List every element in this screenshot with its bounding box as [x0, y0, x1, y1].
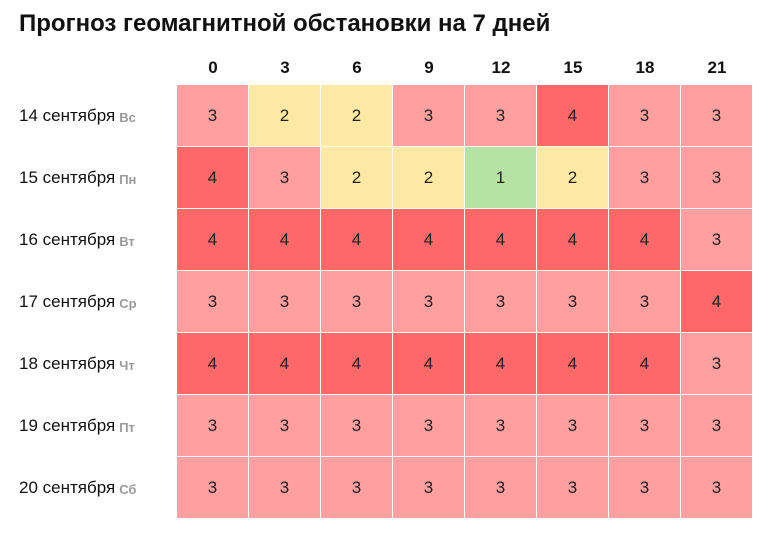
kp-cell: 4: [681, 271, 752, 332]
date-row-label: 15 сентября Пн: [19, 147, 177, 209]
kp-cell: 3: [177, 271, 248, 332]
date-row-label: 20 сентября Сб: [19, 457, 177, 519]
hour-header: 6: [352, 58, 362, 77]
kp-cell: 3: [321, 395, 392, 456]
hour-header: 0: [208, 58, 218, 77]
weekday-text: Чт: [119, 357, 135, 373]
kp-cell: 4: [321, 209, 392, 270]
kp-cell: 4: [537, 85, 608, 146]
kp-cell: 3: [537, 457, 608, 518]
date-text: 15 сентября: [19, 168, 116, 187]
kp-cell: 4: [249, 209, 320, 270]
weekday-text: Пн: [119, 171, 137, 187]
kp-cell: 3: [249, 147, 320, 208]
kp-cell: 2: [321, 85, 392, 146]
kp-cell: 3: [681, 395, 752, 456]
kp-cell: 3: [465, 457, 536, 518]
kp-cell: 4: [537, 209, 608, 270]
kp-cell: 3: [609, 271, 680, 332]
kp-cell: 3: [249, 395, 320, 456]
kp-cell: 3: [465, 395, 536, 456]
kp-cell: 3: [681, 333, 752, 394]
date-row-label: 19 сентября Пт: [19, 395, 177, 457]
date-row-label: 16 сентября Вт: [19, 209, 177, 271]
date-row-label: 17 сентября Ср: [19, 271, 177, 333]
hour-header: 12: [491, 58, 511, 77]
kp-cell: 3: [537, 271, 608, 332]
date-row-label: 18 сентября Чт: [19, 333, 177, 395]
hour-header: 21: [707, 58, 727, 77]
hour-header: 9: [424, 58, 434, 77]
kp-cell: 3: [537, 395, 608, 456]
kp-cell: 3: [681, 457, 752, 518]
kp-cell: 3: [609, 395, 680, 456]
date-text: 14 сентября: [19, 106, 116, 125]
kp-cell: 4: [609, 333, 680, 394]
kp-cell: 3: [681, 147, 752, 208]
kp-cell: 4: [393, 209, 464, 270]
kp-cell: 3: [609, 457, 680, 518]
kp-cell: 4: [177, 333, 248, 394]
kp-cell: 1: [465, 147, 536, 208]
kp-cell: 3: [465, 271, 536, 332]
kp-cell: 3: [393, 85, 464, 146]
hour-header: 3: [280, 58, 290, 77]
date-text: 18 сентября: [19, 354, 116, 373]
kp-cell: 3: [465, 85, 536, 146]
kp-cell: 3: [393, 271, 464, 332]
kp-cell: 3: [609, 147, 680, 208]
kp-cell: 3: [249, 457, 320, 518]
kp-cell: 2: [321, 147, 392, 208]
kp-cell: 3: [393, 457, 464, 518]
kp-cell: 4: [249, 333, 320, 394]
date-text: 20 сентября: [19, 478, 116, 497]
kp-cell: 3: [681, 209, 752, 270]
kp-cell: 4: [177, 147, 248, 208]
kp-cell: 3: [249, 271, 320, 332]
kp-cell: 3: [609, 85, 680, 146]
kp-cell: 4: [465, 209, 536, 270]
kp-cell: 4: [465, 333, 536, 394]
date-row-label: 14 сентября Вс: [19, 85, 177, 147]
hour-header: 15: [563, 58, 583, 77]
kp-cell: 4: [393, 333, 464, 394]
kp-cell: 4: [537, 333, 608, 394]
kp-cell: 3: [321, 457, 392, 518]
kp-cell: 2: [393, 147, 464, 208]
kp-cell: 4: [609, 209, 680, 270]
kp-cell: 3: [321, 271, 392, 332]
kp-cell: 3: [393, 395, 464, 456]
kp-cell: 3: [681, 85, 752, 146]
kp-cell: 2: [249, 85, 320, 146]
forecast-title: Прогноз геомагнитной обстановки на 7 дне…: [19, 10, 551, 37]
hour-header: 18: [635, 58, 655, 77]
weekday-text: Вт: [119, 233, 135, 249]
date-text: 16 сентября: [19, 230, 116, 249]
kp-cell: 3: [177, 457, 248, 518]
date-text: 17 сентября: [19, 292, 116, 311]
kp-cell: 2: [537, 147, 608, 208]
weekday-text: Сб: [119, 481, 137, 497]
weekday-text: Пт: [119, 419, 135, 435]
date-text: 19 сентября: [19, 416, 116, 435]
weekday-text: Вс: [119, 109, 136, 125]
kp-cell: 3: [177, 395, 248, 456]
kp-cell: 3: [177, 85, 248, 146]
kp-cell: 4: [321, 333, 392, 394]
weekday-text: Ср: [119, 295, 137, 311]
kp-cell: 4: [177, 209, 248, 270]
